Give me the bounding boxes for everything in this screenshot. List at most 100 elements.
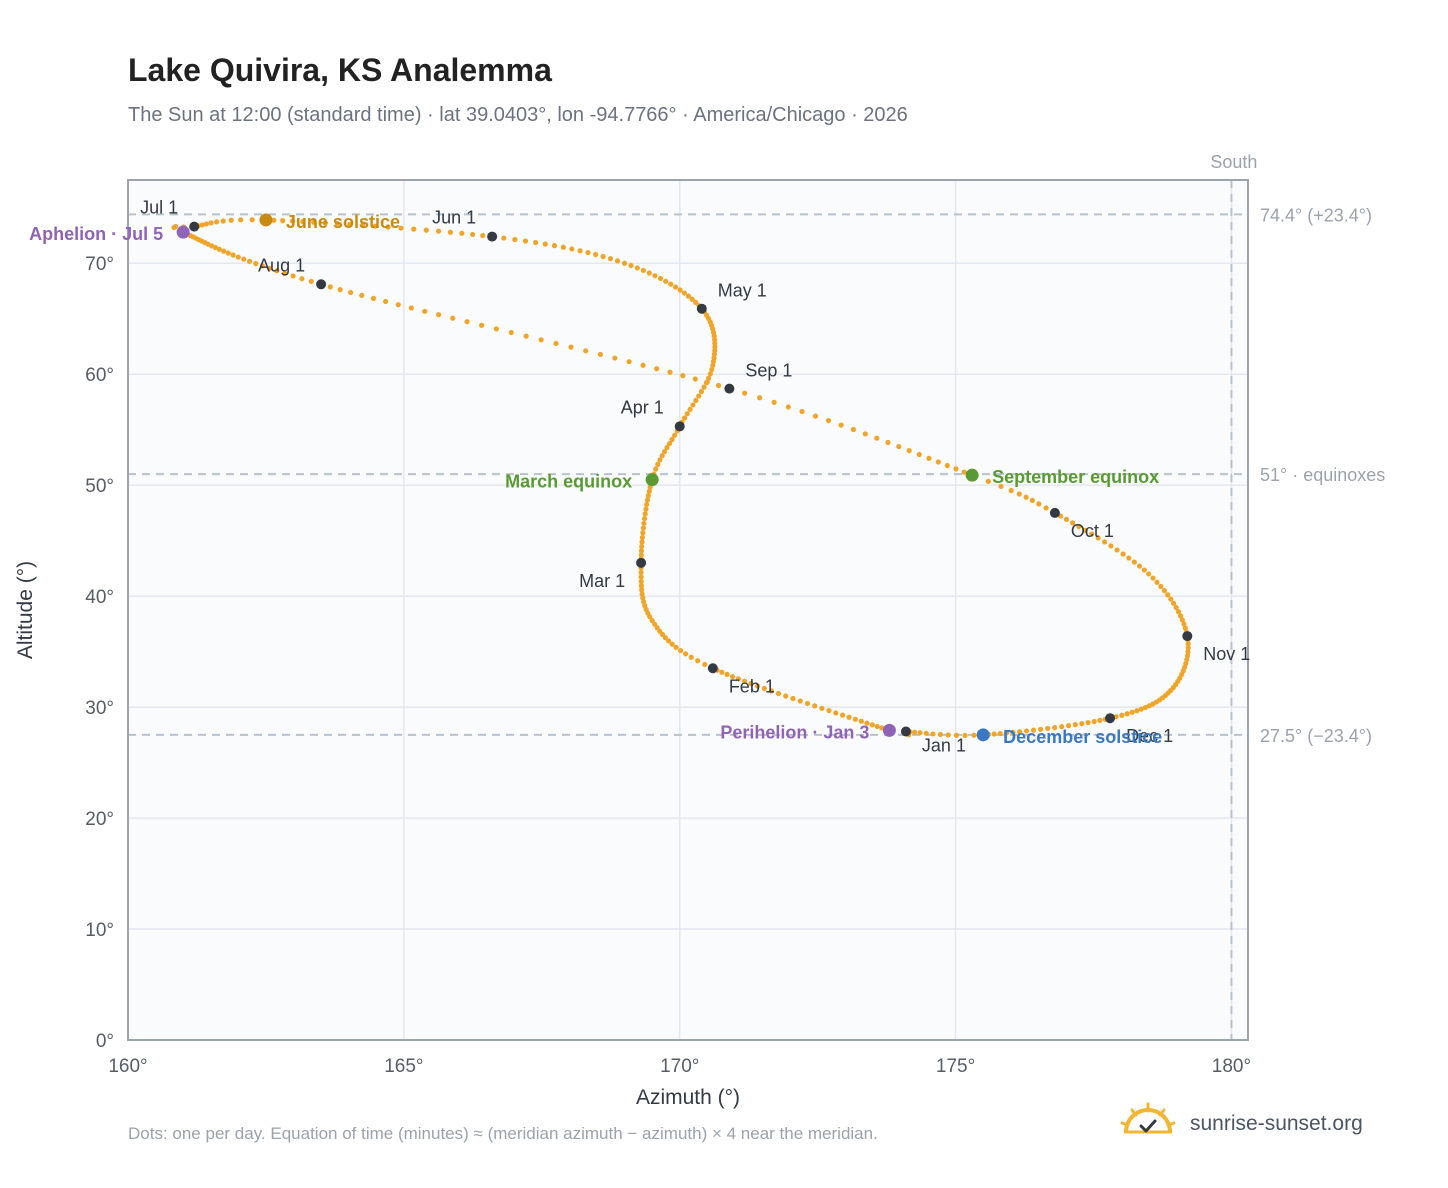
daily-sun-dot — [703, 380, 710, 386]
daily-sun-dot — [712, 337, 718, 343]
daily-sun-dot — [370, 295, 377, 301]
daily-sun-dot — [263, 217, 269, 223]
daily-sun-dot — [1156, 697, 1163, 703]
daily-sun-dot — [710, 362, 716, 368]
daily-sun-dot — [191, 224, 197, 230]
y-tick-label: 10° — [85, 920, 114, 941]
event-markers: June solstice March equinox September equi… — [29, 212, 1162, 747]
daily-sun-dot — [359, 222, 366, 228]
daily-sun-dot — [710, 326, 716, 332]
daily-sun-dot — [1052, 724, 1058, 731]
daily-sun-dot — [710, 329, 717, 336]
daily-sun-dot — [906, 732, 912, 738]
reference-lines: South 74.4° (+23.4°) 51° · equinoxes 27.5° … — [128, 152, 1385, 1040]
daily-sun-dot — [692, 376, 698, 382]
daily-sun-dot — [961, 469, 967, 475]
daily-sun-dot — [1141, 567, 1147, 573]
month-marker-dot — [674, 421, 685, 432]
daily-sun-dot — [1158, 583, 1164, 590]
south-label: South — [1210, 152, 1257, 172]
month-marker-dot — [900, 726, 911, 737]
daily-sun-dot — [447, 229, 454, 235]
daily-sun-dot — [912, 729, 918, 735]
daily-sun-dot — [1177, 675, 1183, 681]
daily-sun-dot — [661, 448, 668, 455]
daily-sun-dot — [685, 293, 692, 299]
daily-sun-dot — [208, 220, 214, 226]
daily-sun-dot — [926, 455, 932, 461]
daily-sun-dot — [411, 226, 417, 232]
daily-sun-dot — [638, 556, 644, 562]
daily-sun-dot — [322, 220, 328, 226]
daily-sun-dot — [677, 423, 683, 429]
daily-sun-dot — [775, 690, 782, 697]
daily-sun-dot — [583, 348, 589, 354]
daily-sun-dot — [1131, 559, 1137, 565]
daily-sun-dot — [182, 230, 189, 236]
daily-sun-dot — [681, 415, 688, 421]
daily-sun-dot — [680, 373, 686, 379]
daily-sun-dot — [962, 732, 968, 739]
month-marker-label: Nov 1 — [1203, 644, 1250, 664]
daily-sun-dot — [577, 248, 583, 254]
daily-sun-dot — [644, 497, 651, 503]
y-tick-label: 70° — [85, 254, 114, 275]
daily-sun-dot — [1184, 657, 1190, 663]
daily-sun-dot — [689, 296, 695, 302]
daily-sun-dot — [1017, 729, 1023, 735]
x-tick-label: 160° — [108, 1056, 147, 1077]
brand-logo: sunrise-sunset.org — [1120, 1102, 1390, 1146]
daily-sun-dot — [640, 267, 646, 274]
month-marker-label: May 1 — [718, 281, 767, 301]
reference-label: 27.5° (−23.4°) — [1260, 726, 1372, 746]
daily-sun-dot — [489, 233, 495, 240]
daily-sun-dot — [1091, 718, 1097, 725]
daily-sun-dot — [1182, 664, 1188, 670]
daily-sun-dot — [825, 417, 832, 424]
daily-sun-dot — [638, 565, 644, 571]
event-label: Aphelion · Jul 5 — [29, 224, 163, 244]
daily-sun-dot — [666, 440, 673, 447]
daily-sun-dot — [220, 218, 226, 224]
daily-sun-dot — [280, 218, 286, 224]
daily-sun-dot — [768, 688, 774, 694]
daily-sun-dot — [642, 602, 648, 609]
daily-sun-dot — [435, 228, 442, 234]
daily-sun-dot — [1185, 637, 1191, 643]
daily-sun-dot — [903, 728, 909, 735]
daily-sun-dot — [422, 308, 428, 314]
daily-sun-dot — [664, 444, 670, 451]
x-tick-label: 175° — [936, 1056, 975, 1077]
daily-sun-dot — [639, 539, 645, 545]
daily-sun-dot — [199, 222, 205, 228]
daily-sun-dot — [282, 270, 288, 276]
daily-sun-dot — [754, 683, 761, 689]
daily-sun-dot — [684, 411, 690, 417]
daily-sun-dot — [266, 265, 273, 271]
daily-sun-dot — [1182, 625, 1188, 631]
daily-sun-dot — [1108, 543, 1114, 549]
event-marker-dot — [645, 473, 659, 487]
daily-sun-dot — [1173, 681, 1179, 688]
daily-sun-dot — [698, 388, 705, 395]
daily-sun-dot — [673, 644, 679, 650]
daily-sun-dot — [648, 480, 654, 486]
daily-sun-dot — [639, 587, 645, 593]
daily-sun-dot — [998, 483, 1004, 489]
daily-sun-dot — [1165, 592, 1171, 598]
daily-sun-dot — [1185, 645, 1191, 651]
daily-sun-dot — [953, 466, 959, 472]
daily-sun-dot — [907, 729, 913, 735]
daily-sun-dot — [783, 693, 789, 699]
month-marker-dot — [724, 383, 735, 394]
reference-label: 51° · equinoxes — [1260, 465, 1385, 485]
event-label: December solstice — [1003, 727, 1162, 747]
daily-sun-dot — [812, 703, 818, 709]
daily-sun-dot — [1085, 719, 1091, 726]
month-marker-label: Mar 1 — [579, 571, 625, 591]
daily-sun-dot — [1159, 695, 1166, 701]
daily-sun-dot — [621, 260, 628, 266]
daily-sun-dot — [639, 591, 645, 597]
daily-sun-dot — [654, 366, 660, 372]
